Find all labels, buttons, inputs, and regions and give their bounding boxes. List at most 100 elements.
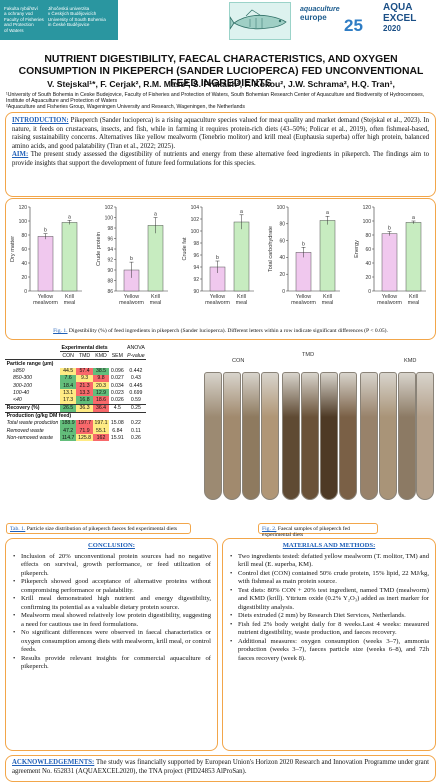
bar [61, 222, 78, 292]
y-tick-label: 88 [107, 278, 113, 284]
y-tick-label: 0 [282, 289, 285, 295]
methods-item: Additional measures: oxygen consumption … [229, 638, 429, 663]
table-cell: 44.5 [59, 367, 77, 375]
table-cell: Total waste production [6, 420, 59, 427]
table-cell: 0.027 [110, 375, 124, 382]
sample-tube [261, 372, 279, 500]
significance-letter: a [68, 214, 71, 220]
table-cell: 55.1 [92, 427, 110, 435]
table-cell: 6.84 [112, 427, 123, 434]
table-cell: 15.91 [110, 434, 124, 441]
sample-tube [379, 372, 397, 500]
sample-tube [301, 372, 319, 500]
category-label: Yellow [38, 294, 53, 300]
y-axis-label: Dry matter [10, 236, 16, 262]
category-label: Yellow [382, 294, 397, 300]
category-label: meal [322, 300, 334, 306]
category-label: meal [408, 300, 420, 306]
figure2-label: Fig. 2. [262, 526, 277, 532]
ae-line2: europe [300, 13, 327, 22]
bar [381, 233, 398, 292]
y-tick-label: 80 [279, 222, 285, 228]
table-cell: Recovery (%) [5, 403, 60, 413]
table-cell: 36.4 [92, 403, 110, 413]
poster-title: NUTRIENT DIGESTIBILITY, FAECAL CHARACTER… [18, 54, 424, 89]
bar [319, 220, 336, 292]
y-tick-label: 104 [191, 205, 200, 211]
y-tick-label: 20 [21, 275, 27, 281]
table-cell: ≥850 [13, 368, 25, 375]
conclusion-item: Pikeperch showed good acceptance of alte… [12, 578, 211, 594]
table-cell: 0.096 [110, 368, 124, 375]
table-column-header: TMD [76, 351, 93, 361]
table-cell: 850-300 [13, 375, 33, 382]
table-cell: Removed waste [6, 427, 44, 434]
table-cell: 57.4 [76, 367, 93, 375]
table-cell: 15.08 [110, 420, 124, 427]
y-tick-label: 102 [191, 217, 200, 223]
y-tick-label: 80 [365, 233, 371, 239]
table-cell: 0.023 [110, 389, 124, 396]
university-logo-line: v Českých Budějovicích [47, 11, 97, 17]
sample-tube [282, 372, 300, 500]
logo-col2: Jihočeská univerzita v Českých Budějovicí… [48, 6, 106, 33]
methods-item: Diets extruded (2 mm) by Research Diet S… [229, 612, 429, 620]
category-label: Krill [151, 294, 160, 300]
table-header-row: Experimental diets ANOVA [5, 344, 146, 353]
y-tick-label: 100 [191, 229, 200, 235]
conclusion-item: Krill meal demonstrated high nutrient an… [12, 595, 211, 611]
table-row: 100-40 13.1 13.3 12.9 0.023 0.699 [5, 389, 146, 397]
significance-letter: a [240, 209, 243, 215]
y-tick-label: 92 [107, 257, 113, 263]
table1-label: Tab. 1. [10, 526, 26, 532]
table-header-cell: ANOVA [127, 344, 145, 351]
table-cell: 7.6 [59, 374, 77, 382]
y-axis-label: Crude fat [182, 237, 188, 260]
sample-tube [416, 372, 434, 500]
y-tick-label: 96 [193, 253, 199, 259]
table-cell: 162 [92, 434, 110, 442]
authors: V. Stejskal¹*, F. Cerjak², R.M. Mass², S… [47, 79, 395, 89]
table-cell: 20.3 [92, 381, 110, 390]
y-tick-label: 92 [193, 277, 199, 283]
sample-tube [360, 372, 378, 500]
figure1-label: Fig. 1. [53, 328, 68, 334]
digestibility-charts: 0 20 40 60 80 100 120 Dry matter b Yellow mealworm… [5, 198, 436, 340]
y-tick-label: 20 [365, 275, 371, 281]
category-label: Krill [65, 294, 74, 300]
faculty-logo-line: of Waters [4, 27, 24, 33]
aim-label: AIM: [12, 151, 29, 159]
y-axis-label: Total carbohydrate [268, 226, 274, 272]
table-cell: 26.5 [59, 403, 77, 413]
table-cell: 38.5 [92, 367, 110, 375]
table1-text: Particle size distribution of pikeperch … [25, 526, 178, 532]
photo-label-kmd: KMD [404, 358, 417, 364]
acknowledgements-panel: ACKNOWLEDGEMENTS: The study was financia… [5, 755, 436, 782]
table-cell: 300-100 [13, 382, 33, 389]
university-logo-line: Jihočeská univerzita [47, 6, 90, 11]
bar [405, 222, 422, 292]
methods-item: Control diet (CON) contained 50% crude p… [229, 570, 429, 586]
y-tick-label: 60 [21, 247, 27, 253]
y-tick-label: 100 [105, 215, 114, 221]
affiliations: ¹University of South Bohemia in Ceske Bu… [6, 92, 436, 111]
table-cell: 0.034 [110, 382, 124, 389]
table-cell: 197.7 [76, 419, 93, 428]
intro-text: Pikeperch (Sander lucioperca) is a risin… [12, 117, 429, 150]
figure2-text: Faecal samples of pikeperch fed experime… [262, 526, 350, 538]
y-tick-label: 102 [105, 205, 114, 211]
table-cell: 0.026 [110, 396, 124, 403]
significance-letter: b [302, 241, 305, 247]
table-cell: 100-40 [13, 389, 30, 396]
aquaculture-europe-logo: aquaculture europe 25 [300, 6, 372, 42]
category-label: mealworm [119, 300, 144, 306]
faculty-logo-line: and Protection [4, 22, 34, 28]
affiliation-2: ²Aquaculture and Fisheries Group, Wageni… [6, 104, 245, 111]
table-cell: 47.2 [59, 427, 77, 435]
bar [37, 236, 54, 292]
table-column-header: P-value [125, 351, 147, 361]
category-label: Yellow [296, 294, 311, 300]
ack-text: The study was financially supported by E… [12, 759, 429, 775]
methods-item: Two ingredients tested: defatted yellow … [229, 553, 429, 569]
table-cell: <40 [13, 396, 22, 403]
